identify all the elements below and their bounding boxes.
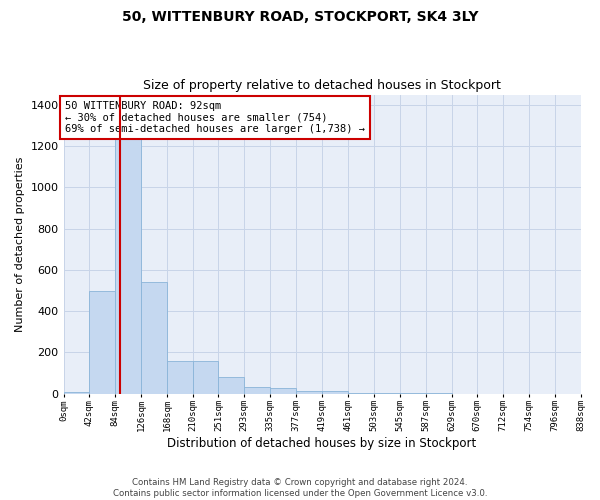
Bar [270, 388, 296, 394]
Bar [64, 392, 89, 394]
Bar [348, 392, 374, 394]
Bar [218, 377, 244, 394]
X-axis label: Distribution of detached houses by size in Stockport: Distribution of detached houses by size … [167, 437, 476, 450]
Bar [89, 290, 115, 394]
Bar [296, 390, 322, 394]
Bar [141, 282, 167, 394]
Bar [244, 388, 270, 394]
Bar [167, 360, 193, 394]
Text: 50, WITTENBURY ROAD, STOCKPORT, SK4 3LY: 50, WITTENBURY ROAD, STOCKPORT, SK4 3LY [122, 10, 478, 24]
Text: Contains HM Land Registry data © Crown copyright and database right 2024.
Contai: Contains HM Land Registry data © Crown c… [113, 478, 487, 498]
Bar [193, 360, 218, 394]
Text: 50 WITTENBURY ROAD: 92sqm
← 30% of detached houses are smaller (754)
69% of semi: 50 WITTENBURY ROAD: 92sqm ← 30% of detac… [65, 100, 365, 134]
Bar [322, 391, 348, 394]
Y-axis label: Number of detached properties: Number of detached properties [15, 156, 25, 332]
Title: Size of property relative to detached houses in Stockport: Size of property relative to detached ho… [143, 79, 501, 92]
Bar [115, 136, 141, 394]
